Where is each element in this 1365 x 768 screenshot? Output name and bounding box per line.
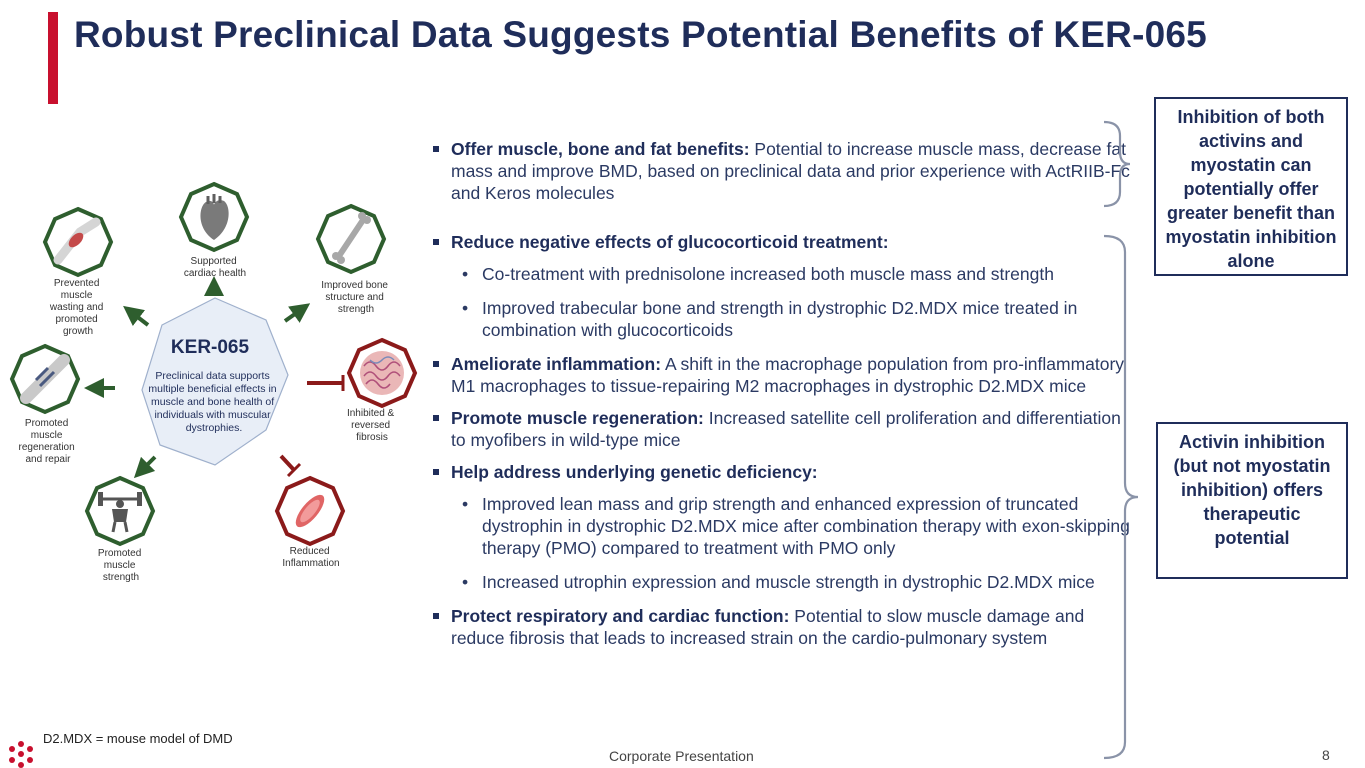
hub-hexagon xyxy=(141,297,289,466)
callout-activin-inhibition: Activin inhibition (but not myostatin in… xyxy=(1156,422,1348,579)
label-fibrosis: Inhibited & reversed fibrosis xyxy=(347,408,397,443)
inhibit-inflammation-line xyxy=(279,454,302,478)
brackets xyxy=(1103,120,1139,760)
bullet-respiratory-cardiac: Protect respiratory and cardiac function… xyxy=(430,605,1130,649)
node-inflammation xyxy=(274,475,346,547)
bullet-inflammation: Ameliorate inflammation: A shift in the … xyxy=(430,353,1130,397)
bullet-genetic-deficiency: Help address underlying genetic deficien… xyxy=(430,461,1130,483)
node-strength xyxy=(84,475,156,547)
sub-bullet-trabecular: Improved trabecular bone and strength in… xyxy=(430,297,1130,341)
bullet-list: Offer muscle, bone and fat benefits: Pot… xyxy=(430,138,1130,665)
slide-title: Robust Preclinical Data Suggests Potenti… xyxy=(74,14,1207,55)
arm-muscle-icon xyxy=(53,217,101,265)
label-bone: Improved bone structure and strength xyxy=(321,280,391,315)
arrow-to-bone xyxy=(283,303,311,323)
label-wasting: Prevented muscle wasting and promoted gr… xyxy=(49,278,106,337)
hub-description: Preclinical data supports multiple benef… xyxy=(148,370,279,434)
label-cardiac: Supported cardiac health xyxy=(184,256,246,279)
inflamed-muscle-icon xyxy=(295,494,325,528)
ker-065-effects-diagram: KER-065 Preclinical data supports multip… xyxy=(9,181,418,583)
muscle-repair-icon xyxy=(20,354,70,404)
title-accent-bar xyxy=(48,12,58,104)
node-wasting xyxy=(42,206,114,278)
weightlifter-icon xyxy=(98,492,142,533)
fibrosis-tissue-icon xyxy=(360,351,404,395)
label-strength: Promoted muscle strength xyxy=(98,548,144,583)
bone-icon xyxy=(332,212,371,264)
bullet-glucocorticoid: Reduce negative effects of glucocorticoi… xyxy=(430,231,1130,253)
node-cardiac xyxy=(178,181,250,253)
small-brace xyxy=(1103,120,1131,208)
arrow-to-strength xyxy=(133,455,157,479)
hub-title: KER-065 xyxy=(171,337,250,358)
large-brace xyxy=(1103,234,1139,760)
sub-bullet-prednisolone: Co-treatment with prednisolone increased… xyxy=(430,263,1130,285)
node-fibrosis xyxy=(346,337,418,409)
sub-bullet-dystrophin: Improved lean mass and grip strength and… xyxy=(430,493,1130,559)
callout-activins-myostatin: Inhibition of both activins and myostati… xyxy=(1154,97,1348,276)
arrow-to-wasting xyxy=(123,305,150,327)
node-regeneration xyxy=(9,343,81,415)
footer-presentation-label: Corporate Presentation xyxy=(609,748,754,764)
page-number: 8 xyxy=(1322,747,1330,763)
bullet-regeneration: Promote muscle regeneration: Increased s… xyxy=(430,407,1130,451)
heart-icon xyxy=(200,194,229,240)
node-bone xyxy=(315,203,387,275)
bullet-muscle-bone-fat: Offer muscle, bone and fat benefits: Pot… xyxy=(430,138,1130,204)
inhibit-fibrosis-line xyxy=(307,375,345,391)
label-regeneration: Promoted muscle regeneration and repair xyxy=(19,418,78,465)
footnote: D2.MDX = mouse model of DMD xyxy=(43,731,233,746)
label-inflammation: Reduced Inflammation xyxy=(282,546,339,569)
company-logo-icon xyxy=(9,741,33,768)
sub-bullet-utrophin: Increased utrophin expression and muscle… xyxy=(430,571,1130,593)
